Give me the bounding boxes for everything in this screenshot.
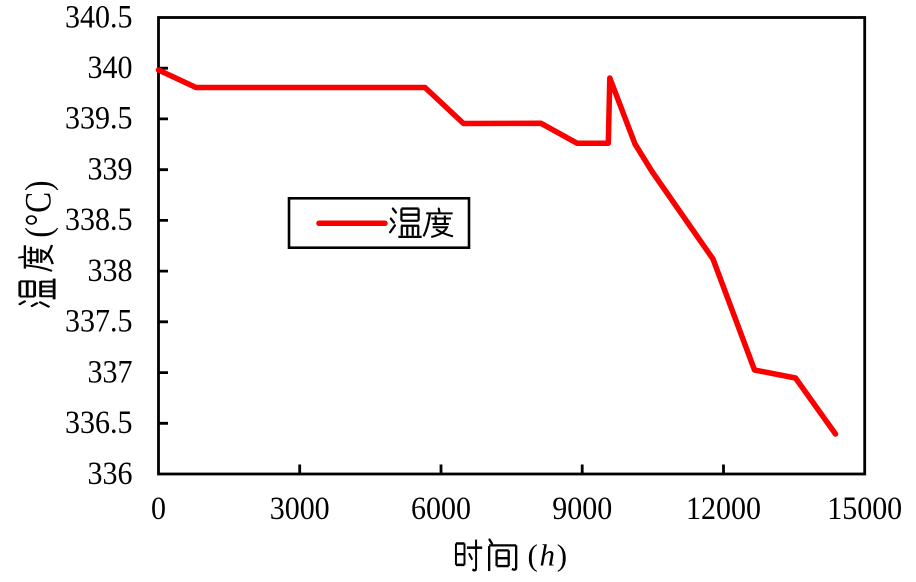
- svg-text:15000: 15000: [827, 490, 902, 527]
- svg-text:336: 336: [88, 454, 133, 491]
- svg-text:336.5: 336.5: [65, 404, 132, 441]
- svg-text:339.5: 339.5: [65, 99, 132, 136]
- svg-text:338: 338: [88, 252, 133, 289]
- svg-text:(°C): (°C): [18, 180, 59, 238]
- svg-text:12000: 12000: [686, 490, 761, 527]
- svg-text:339: 339: [88, 150, 133, 187]
- svg-text:340.5: 340.5: [65, 0, 132, 35]
- svg-text:340: 340: [88, 49, 133, 86]
- svg-text:338.5: 338.5: [65, 201, 132, 238]
- svg-text:9000: 9000: [552, 490, 612, 527]
- svg-text:0: 0: [151, 490, 166, 527]
- svg-text:3000: 3000: [270, 490, 330, 527]
- svg-text:337: 337: [88, 353, 133, 390]
- svg-text:(h): (h): [528, 538, 569, 573]
- svg-text:6000: 6000: [411, 490, 471, 527]
- svg-text:337.5: 337.5: [65, 302, 132, 339]
